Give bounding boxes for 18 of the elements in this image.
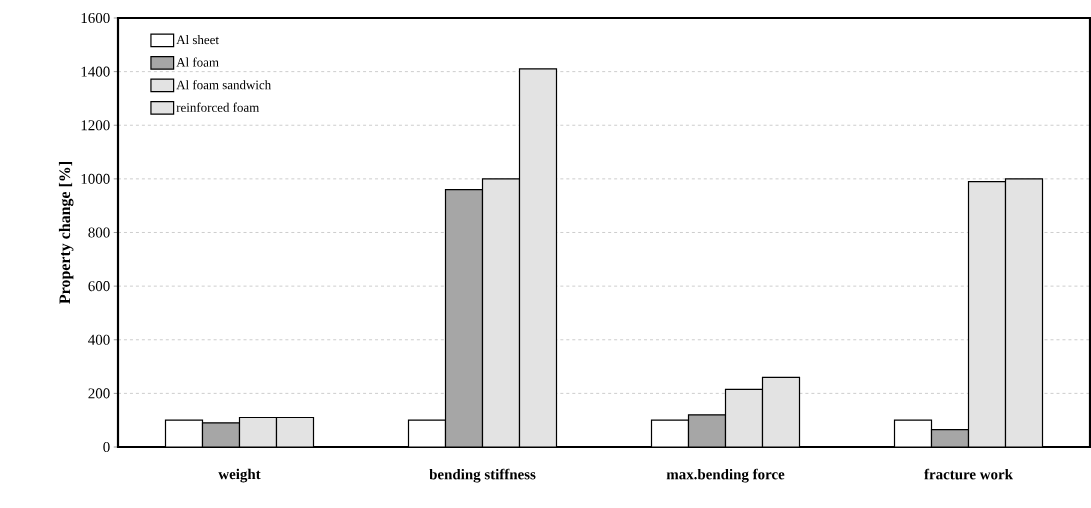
y-tick-label: 200 xyxy=(88,388,110,399)
y-tick-label: 1600 xyxy=(81,12,110,24)
y-tick-label: 400 xyxy=(88,334,110,345)
y-axis-title: Property change [%] xyxy=(58,162,74,304)
legend-label: Al sheet xyxy=(176,35,219,45)
y-tick-label: 800 xyxy=(88,227,110,238)
y-tick-label: 1400 xyxy=(81,66,110,77)
y-tick-label: 0 xyxy=(103,441,110,453)
legend-label: reinforced foam xyxy=(176,102,260,112)
legend-label: Al foam xyxy=(176,57,219,67)
x-tick-label: weight xyxy=(218,468,261,483)
x-tick-label: fracture work xyxy=(924,468,1013,480)
x-tick-label: bending stiffness xyxy=(429,468,536,483)
y-tick-label: 1000 xyxy=(81,173,110,184)
x-tick-label: max.bending force xyxy=(666,468,785,483)
y-tick-label: 1200 xyxy=(81,120,110,131)
y-tick-label: 600 xyxy=(88,281,110,292)
legend-label: Al foam sandwich xyxy=(176,80,271,90)
